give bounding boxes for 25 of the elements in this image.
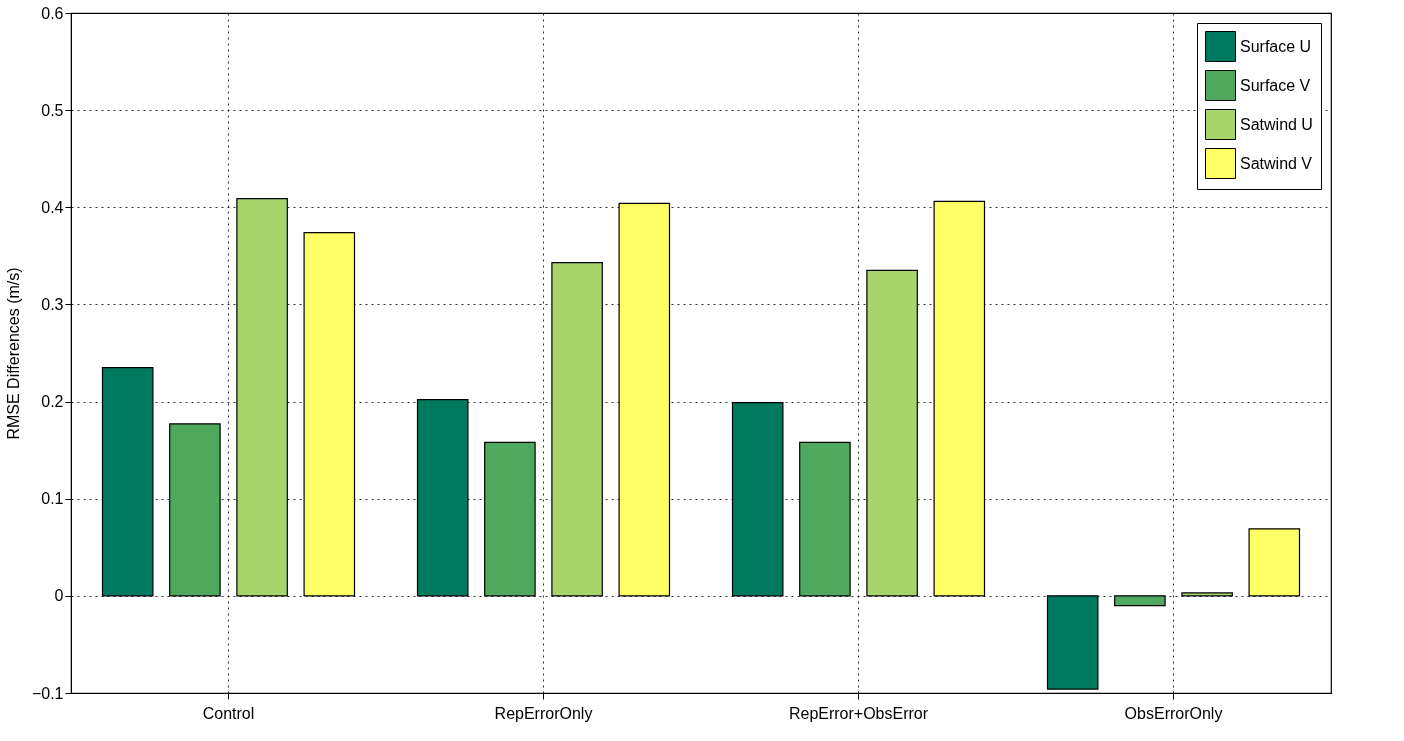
y-tick-label: 0 — [54, 587, 64, 605]
legend-label: Satwind V — [1240, 154, 1313, 172]
x-tick-label: RepError+ObsError — [788, 704, 929, 722]
y-tick-label: 0.3 — [41, 295, 64, 313]
y-tick-label: 0.5 — [41, 101, 64, 119]
x-tick-label: ObsErrorOnly — [1124, 704, 1223, 722]
x-tick-label: RepErrorOnly — [494, 704, 593, 722]
y-tick-label: 0.1 — [41, 490, 64, 508]
bar — [731, 401, 784, 597]
y-tick-label: −0.1 — [31, 684, 64, 702]
y-tick-label: 0.2 — [41, 393, 64, 411]
legend-label: Surface U — [1240, 37, 1312, 55]
bar — [551, 262, 603, 597]
y-axis-title: RMSE Differences (m/s) — [4, 267, 22, 440]
legend-label: Surface V — [1240, 76, 1311, 94]
bar — [1181, 592, 1233, 597]
bar — [484, 441, 536, 597]
legend-label: Satwind U — [1240, 115, 1313, 133]
bar — [1248, 528, 1301, 597]
x-tick-label: Control — [202, 704, 255, 722]
y-tick-label: 0.4 — [41, 198, 64, 216]
bar — [1114, 595, 1166, 607]
y-tick-label: 0.6 — [41, 4, 64, 22]
bar — [618, 202, 671, 597]
bar — [101, 366, 154, 597]
